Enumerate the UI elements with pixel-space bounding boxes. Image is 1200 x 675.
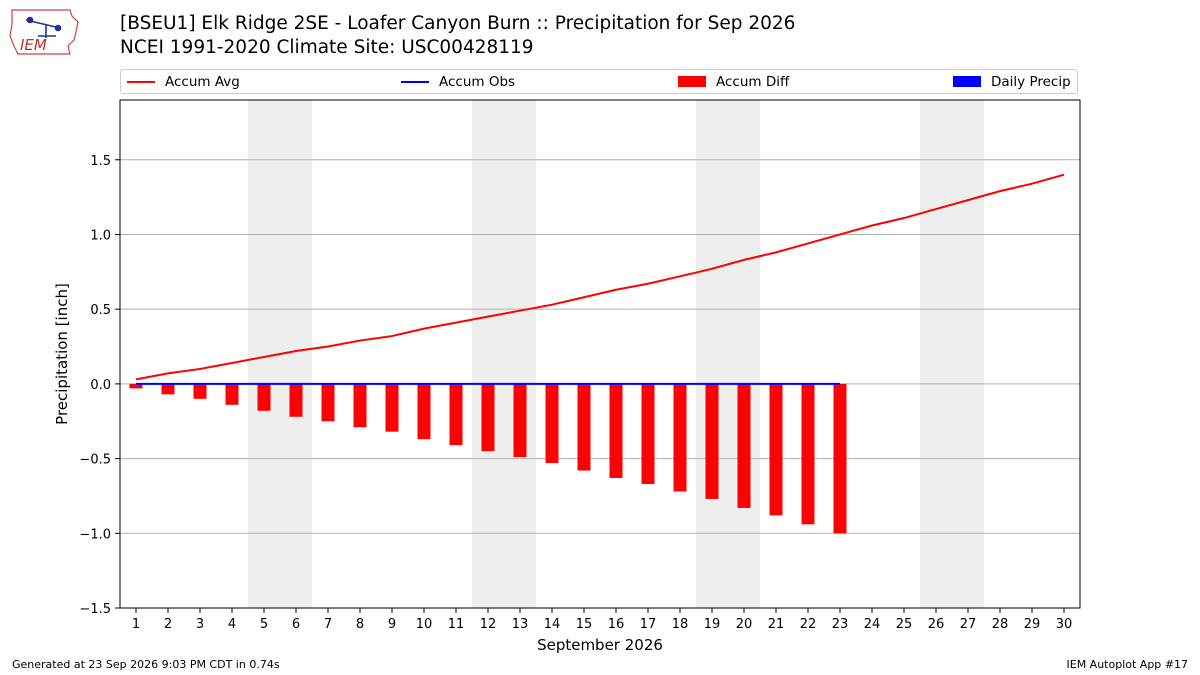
iem-logo: IEM bbox=[8, 6, 82, 58]
x-tick-label: 13 bbox=[512, 617, 529, 632]
plot-frame bbox=[119, 99, 1081, 609]
legend-label-accum-obs: Accum Obs bbox=[439, 73, 516, 90]
x-tick-label: 25 bbox=[896, 617, 913, 632]
iowa-map-logo-icon: IEM bbox=[9, 9, 79, 55]
accum-diff-bars bbox=[129, 383, 847, 534]
accum-diff-bar bbox=[769, 383, 783, 516]
y-tick-label: 0.0 bbox=[90, 378, 111, 393]
generated-timestamp: Generated at 23 Sep 2026 9:03 PM CDT in … bbox=[12, 658, 280, 671]
title-line-2: NCEI 1991-2020 Climate Site: USC00428119 bbox=[120, 37, 534, 58]
chart-title: [BSEU1] Elk Ridge 2SE - Loafer Canyon Bu… bbox=[120, 12, 795, 60]
x-axis-label: September 2026 bbox=[537, 636, 663, 654]
y-tick-label: −1.0 bbox=[79, 527, 111, 542]
x-tick-label: 4 bbox=[228, 617, 236, 632]
legend-item-accum-diff: Accum Diff bbox=[678, 70, 789, 93]
accum-diff-bar bbox=[353, 383, 367, 428]
legend-item-daily-precip: Daily Precip bbox=[953, 70, 1071, 93]
x-tick-label: 3 bbox=[196, 617, 204, 632]
accum-diff-bar bbox=[289, 383, 303, 417]
accum-diff-bar bbox=[449, 383, 463, 446]
x-tick-label: 30 bbox=[1056, 617, 1073, 632]
x-tick-label: 19 bbox=[704, 617, 721, 632]
y-tick-label: −0.5 bbox=[79, 453, 111, 468]
x-tick-label: 17 bbox=[640, 617, 657, 632]
legend-label-accum-avg: Accum Avg bbox=[165, 73, 240, 90]
accum-diff-bar bbox=[833, 383, 847, 534]
x-tick-label: 6 bbox=[292, 617, 300, 632]
chart-legend: Accum Avg Accum Obs Accum Diff Daily Pre… bbox=[120, 69, 1078, 94]
x-axis-ticks: 1 2 3 4 5 6 7 8 9 10 11 12 13 14 15 16 17 18 19 20 21 22 23 24 2… bbox=[132, 608, 1072, 632]
legend-item-accum-avg: Accum Avg bbox=[127, 70, 240, 93]
y-axis-label: Precipitation [inch] bbox=[53, 283, 71, 425]
legend-swatch-accum-obs bbox=[401, 80, 429, 83]
x-tick-label: 12 bbox=[480, 617, 497, 632]
x-tick-label: 24 bbox=[864, 617, 881, 632]
x-tick-label: 10 bbox=[416, 617, 433, 632]
x-tick-label: 9 bbox=[388, 617, 396, 632]
logo-text: IEM bbox=[20, 36, 47, 54]
accum-diff-bar bbox=[417, 383, 431, 440]
y-axis-ticks: 1.5 1.0 0.5 0.0 −0.5 −1.0 −1.5 bbox=[79, 154, 120, 617]
x-tick-label: 23 bbox=[832, 617, 849, 632]
accum-diff-bar bbox=[801, 383, 815, 525]
accum-diff-bar bbox=[737, 383, 751, 508]
accum-diff-bar bbox=[609, 383, 623, 479]
x-tick-label: 1 bbox=[132, 617, 140, 632]
weekend-shade bbox=[920, 100, 984, 608]
legend-swatch-accum-avg bbox=[127, 80, 155, 83]
x-tick-label: 27 bbox=[960, 617, 977, 632]
y-tick-label: 0.5 bbox=[90, 303, 111, 318]
accum-diff-bar bbox=[225, 383, 239, 405]
accum-diff-bar bbox=[193, 383, 207, 399]
accum-avg-line bbox=[135, 173, 1065, 381]
x-tick-label: 20 bbox=[736, 617, 753, 632]
accum-diff-bar bbox=[673, 383, 687, 492]
accum-diff-bar bbox=[705, 383, 719, 499]
legend-label-daily-precip: Daily Precip bbox=[991, 73, 1071, 90]
weekend-shade bbox=[472, 100, 536, 608]
x-tick-label: 7 bbox=[324, 617, 332, 632]
legend-swatch-accum-diff bbox=[678, 76, 706, 87]
x-tick-label: 5 bbox=[260, 617, 268, 632]
accum-diff-bar bbox=[161, 383, 175, 395]
x-tick-label: 16 bbox=[608, 617, 625, 632]
x-tick-label: 28 bbox=[992, 617, 1009, 632]
accum-diff-bar bbox=[641, 383, 655, 484]
series-lines bbox=[135, 173, 1065, 385]
accum-diff-bar bbox=[513, 383, 527, 458]
y-tick-label: −1.5 bbox=[79, 602, 111, 617]
x-tick-label: 15 bbox=[576, 617, 593, 632]
accum-diff-bar bbox=[257, 383, 271, 411]
x-tick-label: 26 bbox=[928, 617, 945, 632]
accum-diff-bar bbox=[481, 383, 495, 452]
accum-diff-bar bbox=[545, 383, 559, 464]
x-tick-label: 29 bbox=[1024, 617, 1041, 632]
x-tick-label: 11 bbox=[448, 617, 465, 632]
title-line-1: [BSEU1] Elk Ridge 2SE - Loafer Canyon Bu… bbox=[120, 13, 796, 34]
x-tick-label: 14 bbox=[544, 617, 561, 632]
x-tick-label: 2 bbox=[164, 617, 172, 632]
y-tick-label: 1.0 bbox=[90, 228, 111, 243]
x-tick-label: 21 bbox=[768, 617, 785, 632]
y-tick-label: 1.5 bbox=[90, 154, 111, 169]
accum-diff-bar bbox=[129, 383, 143, 389]
weekend-shading bbox=[248, 100, 984, 608]
accum-diff-bar bbox=[577, 383, 591, 471]
legend-label-accum-diff: Accum Diff bbox=[716, 73, 790, 90]
weather-station-icon bbox=[25, 16, 62, 38]
accum-diff-bar bbox=[321, 383, 335, 422]
app-credit: IEM Autoplot App #17 bbox=[1066, 658, 1189, 671]
legend-item-accum-obs: Accum Obs bbox=[401, 70, 515, 93]
x-tick-label: 8 bbox=[356, 617, 364, 632]
x-tick-label: 18 bbox=[672, 617, 689, 632]
accum-diff-bar bbox=[385, 383, 399, 432]
weekend-shade bbox=[696, 100, 760, 608]
legend-swatch-daily-precip bbox=[953, 76, 981, 87]
x-tick-label: 22 bbox=[800, 617, 817, 632]
